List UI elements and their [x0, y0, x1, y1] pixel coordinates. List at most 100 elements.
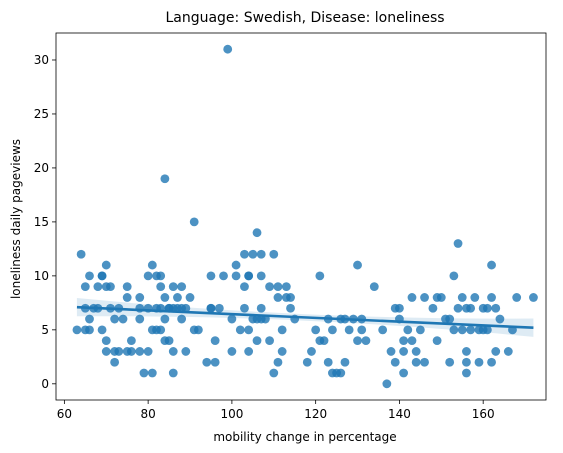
- scatter-point: [315, 271, 325, 281]
- scatter-point: [177, 314, 187, 324]
- x-tick-label: 60: [57, 407, 72, 421]
- scatter-point: [106, 282, 115, 292]
- scatter-point: [122, 282, 132, 292]
- axis-ticks: 60 80 100 120 140 160 0 5 10 15 20 25 30: [34, 53, 495, 421]
- scatter-point: [399, 336, 409, 346]
- scatter-point: [403, 325, 413, 335]
- x-tick-label: 100: [220, 407, 243, 421]
- scatter-point: [445, 314, 455, 324]
- y-tick-label: 30: [34, 53, 49, 67]
- scatter-point: [457, 293, 467, 302]
- scatter-point: [453, 303, 463, 313]
- scatter-point: [189, 217, 199, 227]
- scatter-point: [470, 293, 480, 302]
- scatter-point: [80, 282, 90, 292]
- scatter-point: [139, 368, 149, 378]
- scatter-point: [265, 336, 274, 346]
- scatter-point: [432, 336, 442, 346]
- scatter-point: [353, 260, 362, 270]
- scatter-point: [399, 368, 409, 378]
- scatter-point: [395, 303, 404, 313]
- scatter-point: [118, 314, 128, 324]
- scatter-point: [265, 282, 274, 292]
- scatter-point: [445, 357, 455, 367]
- scatter-point: [135, 347, 145, 356]
- scatter-point: [227, 314, 237, 324]
- scatter-point: [491, 347, 501, 356]
- scatter-point: [164, 336, 174, 346]
- scatter-point: [160, 314, 170, 324]
- scatter-point: [244, 271, 254, 281]
- scatter-point: [529, 293, 538, 302]
- scatter-point: [407, 293, 417, 302]
- scatter-point: [281, 282, 291, 292]
- scatter-point: [101, 336, 111, 346]
- scatter-point: [411, 357, 421, 367]
- scatter-point: [357, 325, 367, 335]
- y-axis-label: loneliness daily pageviews: [9, 139, 23, 299]
- scatter-point: [273, 282, 283, 292]
- scatter-point: [231, 271, 241, 281]
- scatter-point: [214, 303, 224, 313]
- scatter-point: [147, 368, 157, 378]
- y-tick-label: 10: [34, 269, 49, 283]
- scatter-point: [457, 325, 467, 335]
- scatter-point: [449, 271, 459, 281]
- scatter-point: [328, 325, 337, 335]
- scatter-point: [353, 336, 362, 346]
- scatter-point: [415, 325, 425, 335]
- scatter-point: [256, 249, 266, 259]
- scatter-point: [97, 325, 107, 335]
- scatter-point: [93, 282, 103, 292]
- scatter-point: [240, 249, 249, 259]
- scatter-point: [126, 336, 136, 346]
- scatter-point: [156, 325, 166, 335]
- scatter-point: [277, 347, 287, 356]
- scatter-point: [302, 357, 312, 367]
- scatter-point: [156, 282, 166, 292]
- scatter-point: [185, 293, 195, 302]
- scatter-point: [503, 347, 513, 356]
- scatter-point: [193, 325, 203, 335]
- scatter-point: [466, 325, 476, 335]
- scatter-point: [210, 336, 220, 346]
- scatter-point: [223, 44, 233, 54]
- scatter-point: [85, 271, 94, 281]
- scatter-point: [72, 325, 82, 335]
- scatter-point: [177, 282, 187, 292]
- scatter-point: [219, 271, 228, 281]
- scatter-point: [420, 357, 429, 367]
- scatter-point: [462, 347, 471, 356]
- x-tick-label: 160: [472, 407, 495, 421]
- scatter-point: [101, 260, 111, 270]
- scatter-point: [101, 347, 111, 356]
- y-tick-label: 25: [34, 107, 49, 121]
- scatter-point: [168, 347, 178, 356]
- scatter-point: [252, 228, 262, 238]
- scatter-point: [319, 336, 329, 346]
- scatter-point: [286, 293, 295, 302]
- scatter-point: [399, 347, 409, 356]
- plot-area: [72, 44, 538, 389]
- scatter-point: [256, 271, 266, 281]
- scatter-point: [482, 325, 492, 335]
- x-tick-label: 120: [304, 407, 327, 421]
- y-tick-label: 5: [41, 323, 49, 337]
- scatter-point: [344, 325, 354, 335]
- scatter-point: [286, 303, 295, 313]
- scatter-point: [240, 282, 249, 292]
- scatter-point: [273, 357, 283, 367]
- scatter-point: [76, 249, 86, 259]
- scatter-point: [244, 325, 254, 335]
- y-tick-label: 0: [41, 377, 49, 391]
- scatter-point: [122, 293, 132, 302]
- scatter-point: [340, 357, 350, 367]
- scatter-point: [235, 325, 245, 335]
- scatter-point: [206, 303, 216, 313]
- scatter-point: [181, 347, 191, 356]
- scatter-point: [462, 357, 471, 367]
- plot-content: [72, 44, 538, 389]
- scatter-point: [85, 314, 94, 324]
- scatter-point: [173, 293, 182, 302]
